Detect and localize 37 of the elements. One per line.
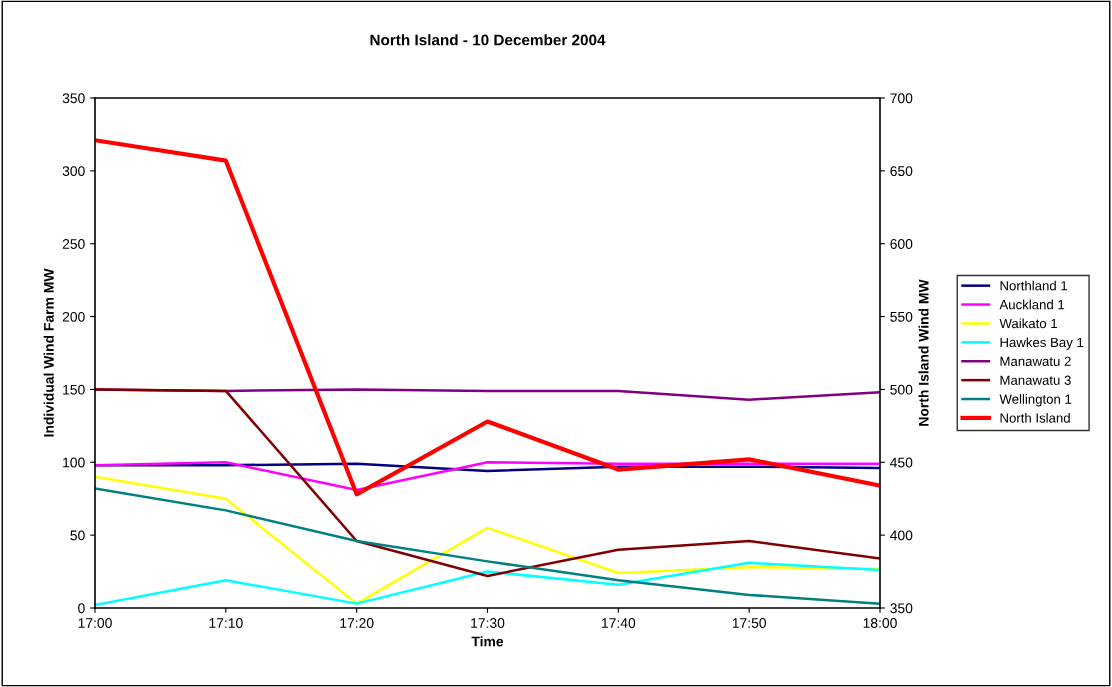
y-tick-label: 0 <box>78 603 85 614</box>
x-tick-label: 17:30 <box>471 618 505 628</box>
y2-tick-label: 500 <box>890 384 913 395</box>
y-tick-label: 350 <box>62 93 85 104</box>
y-tick-label: 150 <box>63 384 85 395</box>
x-tick-label: 18:00 <box>863 618 897 628</box>
y2-tick-label: 450 <box>890 457 913 468</box>
legend-label: Wellington 1 <box>999 394 1072 407</box>
y-tick-label: 200 <box>62 311 85 322</box>
line-series <box>95 388 880 578</box>
legend-label: Manawatu 2 <box>1000 356 1071 366</box>
chart-title: North Island - 10 December 2004 <box>370 34 606 46</box>
y2-tick-label: 400 <box>890 530 913 541</box>
y-tick-label: 300 <box>62 166 85 177</box>
legend-label: Manawatu 3 <box>1000 375 1071 385</box>
y-tick-label: 100 <box>63 457 85 468</box>
x-tick-label: 17:10 <box>209 618 243 628</box>
x-axis-title: Time <box>471 636 504 647</box>
y2-tick-label: 350 <box>890 603 913 614</box>
legend-label: Auckland 1 <box>999 299 1065 310</box>
x-tick-label: 17:00 <box>78 618 112 628</box>
line-series <box>95 138 880 497</box>
x-tick-label: 17:40 <box>602 618 636 628</box>
y-tick-label: 250 <box>62 239 85 249</box>
legend-label: North Island <box>1000 412 1070 423</box>
y2-axis-title: North Island Wind MW <box>918 279 929 426</box>
legend-label: Waikato 1 <box>999 318 1057 329</box>
y-tick-label: 50 <box>70 530 85 541</box>
y-axis-title: Individual Wind Farm MW <box>43 268 54 437</box>
legend-label: Northland 1 <box>1000 280 1068 291</box>
y2-tick-label: 650 <box>890 166 913 177</box>
y2-tick-label: 550 <box>890 311 913 322</box>
x-tick-label: 17:20 <box>340 618 374 628</box>
y2-tick-label: 700 <box>890 93 913 104</box>
x-tick-label: 17:50 <box>732 618 766 628</box>
legend-label: Hawkes Bay 1 <box>1000 337 1084 350</box>
y2-tick-label: 600 <box>890 239 913 249</box>
